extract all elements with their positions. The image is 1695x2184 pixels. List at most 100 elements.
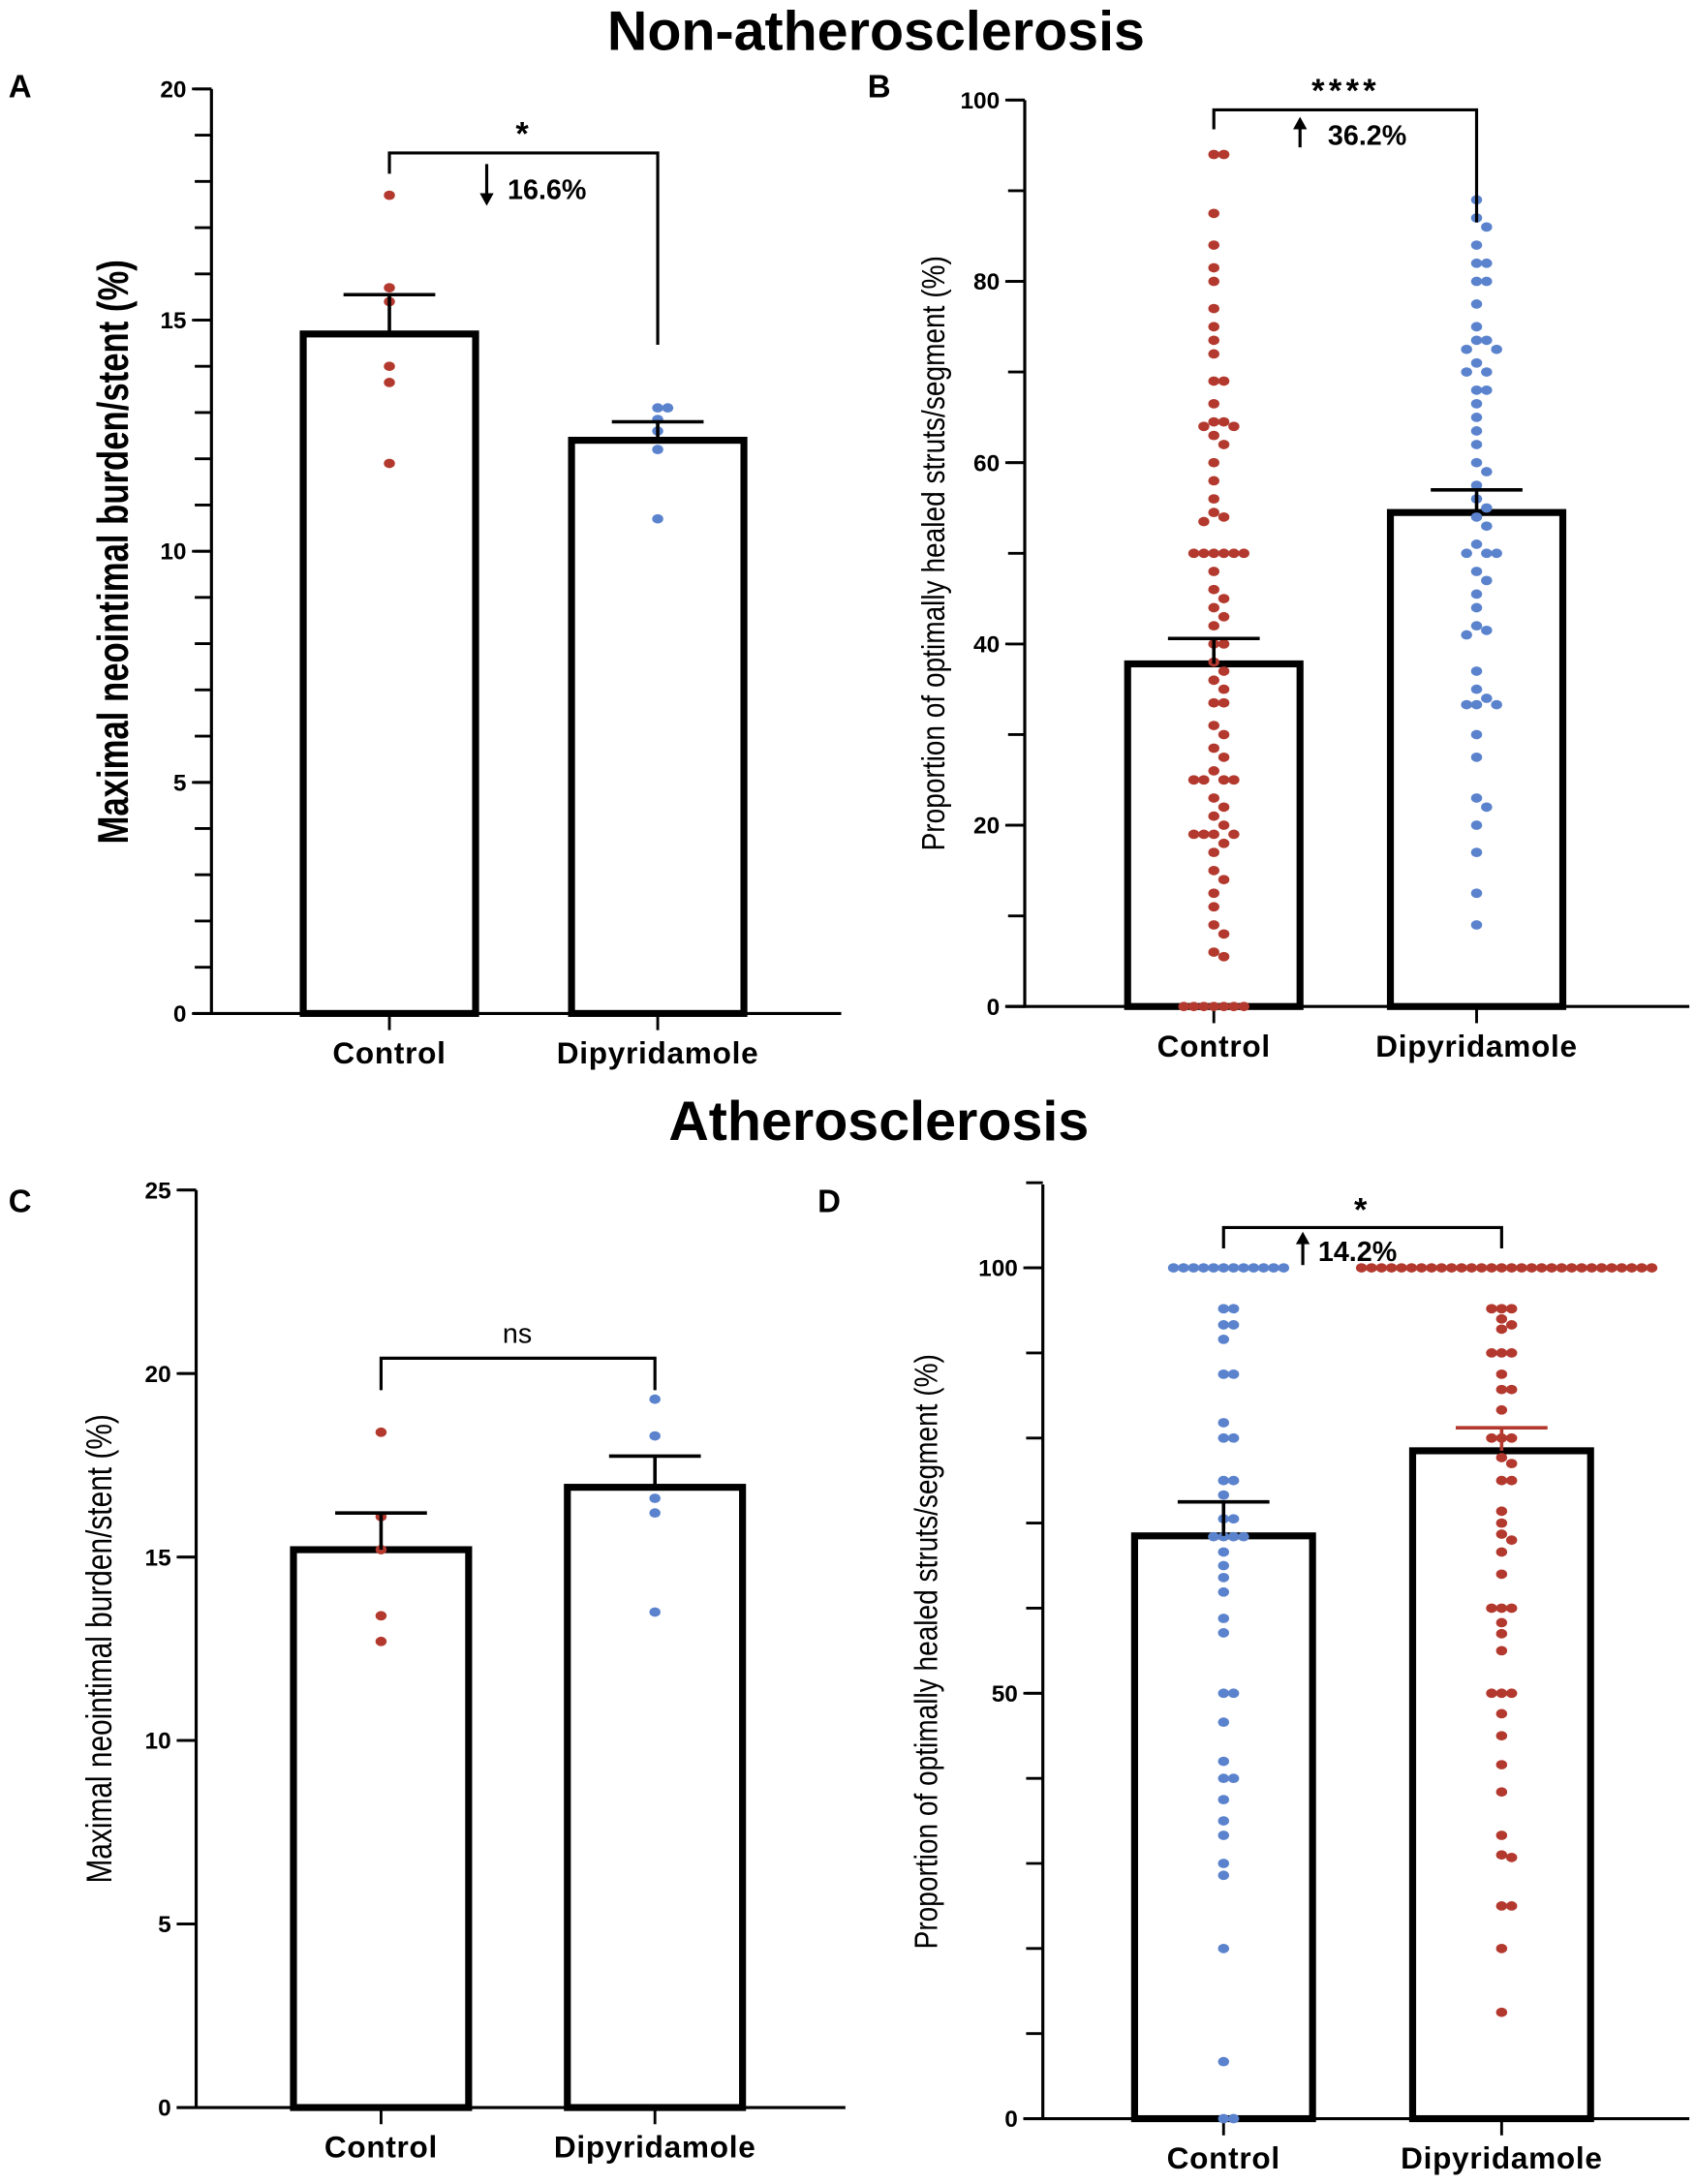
data-point <box>1505 1432 1518 1443</box>
data-point <box>1217 548 1230 559</box>
data-point <box>1217 775 1230 785</box>
percent-change-label: 16.6% <box>508 174 586 205</box>
data-point <box>1167 1263 1180 1273</box>
data-point <box>384 458 395 469</box>
data-point <box>1470 413 1483 422</box>
data-point <box>1426 1263 1437 1273</box>
data-point <box>1616 1263 1628 1273</box>
data-point <box>1486 1348 1497 1358</box>
data-point <box>1227 1531 1240 1542</box>
data-point <box>1208 494 1219 505</box>
data-point <box>1486 1304 1497 1314</box>
data-point <box>1217 1572 1230 1583</box>
data-point <box>1208 376 1219 386</box>
data-point <box>1481 802 1493 813</box>
data-point <box>1208 240 1219 250</box>
data-point <box>1208 567 1219 576</box>
data-point <box>1481 335 1493 346</box>
data-point <box>1505 1535 1518 1546</box>
data-point <box>1495 1688 1508 1699</box>
y-tick-label: 10 <box>145 1729 171 1755</box>
data-point <box>649 1394 661 1404</box>
data-point <box>1187 548 1200 559</box>
data-point <box>1208 1001 1219 1012</box>
data-point <box>1198 1001 1210 1012</box>
data-point <box>1208 829 1219 840</box>
data-point <box>1187 1001 1200 1012</box>
data-point <box>1208 548 1219 559</box>
data-point <box>1278 1263 1290 1273</box>
data-point <box>1208 1263 1219 1273</box>
data-point <box>649 1607 661 1617</box>
data-point <box>1435 1263 1448 1273</box>
data-point <box>1486 1688 1497 1699</box>
data-point <box>1495 1646 1508 1656</box>
section-title-atherosclerosis: Atherosclerosis <box>668 1091 1089 1153</box>
panel-d: D 0 50 100 Proportion of optimally healed st… <box>817 1181 1690 2175</box>
data-point <box>1505 1475 1518 1486</box>
data-point <box>1217 2113 1230 2124</box>
data-point <box>1505 1320 1518 1330</box>
data-point <box>1495 1850 1508 1861</box>
data-point <box>1461 699 1472 710</box>
data-point <box>1208 322 1219 332</box>
data-point <box>1208 721 1219 730</box>
data-point <box>1495 1547 1508 1557</box>
data-point <box>1495 1830 1508 1840</box>
data-point <box>1208 508 1219 518</box>
data-point <box>1217 149 1230 160</box>
data-point <box>1217 1001 1230 1012</box>
data-point <box>1208 675 1219 686</box>
data-point <box>1217 416 1230 427</box>
data-point <box>1481 367 1493 377</box>
data-point <box>1208 584 1219 595</box>
data-point <box>1217 1263 1230 1273</box>
data-point <box>1491 548 1502 559</box>
data-point <box>1445 1263 1458 1273</box>
data-point <box>1470 589 1483 600</box>
y-tick-label: 5 <box>173 770 187 796</box>
data-point <box>1208 416 1219 427</box>
data-point <box>1505 1688 1518 1699</box>
data-point <box>1495 1369 1508 1379</box>
data-point <box>1217 1418 1230 1428</box>
data-point <box>1217 1547 1230 1557</box>
data-point <box>1198 775 1210 785</box>
panel-letter: A <box>9 68 32 104</box>
bar-control <box>1130 1532 1316 2123</box>
panel-letter: B <box>868 68 891 104</box>
data-point <box>1470 299 1483 309</box>
data-point <box>1217 820 1230 830</box>
data-point <box>1217 638 1230 649</box>
data-point <box>1495 1617 1508 1628</box>
data-point <box>1495 1384 1508 1395</box>
data-point <box>1495 1943 1508 1953</box>
data-point <box>652 445 663 455</box>
data-point <box>1208 847 1219 858</box>
data-point <box>1470 888 1483 899</box>
data-point <box>1405 1263 1418 1273</box>
data-point <box>1461 344 1472 354</box>
data-point <box>1355 1263 1368 1273</box>
data-point <box>1491 699 1502 710</box>
data-point <box>1456 1263 1467 1273</box>
data-point <box>1505 1304 1518 1314</box>
data-point <box>1208 902 1219 912</box>
data-point <box>1217 1614 1230 1623</box>
data-point <box>1257 1263 1270 1273</box>
data-point <box>649 1508 661 1519</box>
data-point <box>1217 802 1230 813</box>
data-point <box>1208 697 1219 708</box>
y-tick-label: 50 <box>992 1681 1018 1707</box>
data-point <box>1217 440 1230 449</box>
data-point <box>1646 1263 1658 1273</box>
significance-label: ns <box>503 1319 532 1350</box>
data-point <box>1217 1756 1230 1767</box>
x-category-label: Control <box>332 1035 446 1070</box>
significance-label: * <box>515 115 533 152</box>
data-point <box>1465 1263 1478 1273</box>
y-tick-label: 20 <box>145 1362 171 1388</box>
data-point <box>1208 476 1219 486</box>
data-point <box>1217 838 1230 848</box>
